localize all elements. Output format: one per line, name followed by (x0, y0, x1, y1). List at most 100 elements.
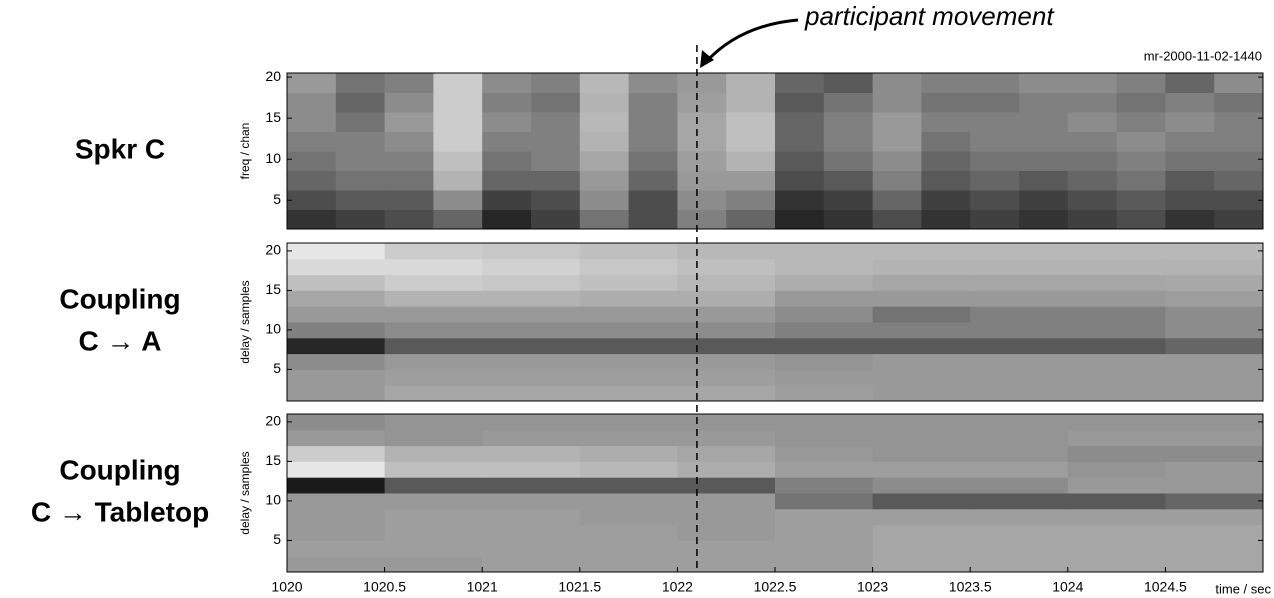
heat-cell (1067, 290, 1166, 307)
y-axis-label: freq / chan (238, 123, 252, 180)
heat-cell (531, 131, 581, 152)
heat-cell (970, 477, 1069, 494)
heat-cell (872, 461, 971, 478)
panel-title: C → Tabletop (31, 496, 209, 527)
heat-cell (872, 131, 922, 152)
heat-cell (482, 131, 532, 152)
heat-cell (1165, 170, 1215, 191)
heat-cell (384, 369, 483, 386)
heat-cell (921, 73, 971, 93)
heat-cell (482, 461, 581, 478)
heat-cell (384, 461, 483, 478)
heat-cell (335, 112, 386, 132)
heat-cell (872, 190, 922, 210)
heat-cell (1019, 131, 1069, 152)
heat-cell (1116, 112, 1166, 132)
heat-cell (433, 151, 483, 171)
heat-cell (872, 369, 971, 386)
heat-cell (1067, 73, 1118, 93)
heat-cell (1165, 322, 1264, 339)
heat-cell (775, 131, 825, 152)
heat-cell (384, 353, 483, 370)
heat-cell (1067, 131, 1118, 152)
heat-cell (628, 151, 678, 171)
heat-cell (1116, 73, 1166, 93)
x-axis-label: time / sec (1215, 581, 1271, 596)
heat-cell (921, 209, 971, 230)
heat-cell (872, 306, 971, 323)
heat-cell (970, 429, 1069, 447)
heat-cell (677, 306, 776, 323)
heat-cell (287, 151, 337, 171)
heat-cell (677, 556, 776, 573)
heat-cell (1165, 151, 1215, 171)
heat-cell (384, 524, 483, 541)
y-tick-label: 10 (265, 150, 281, 166)
heat-cell (1214, 131, 1264, 152)
heat-cell (482, 274, 581, 291)
heat-cell (531, 112, 581, 132)
heat-cell (775, 92, 825, 113)
heat-cell (970, 493, 1069, 510)
heat-cell (287, 131, 337, 152)
heat-cell (1165, 477, 1264, 494)
heat-cell (872, 92, 922, 113)
heat-cell (970, 353, 1069, 370)
heat-cell (579, 524, 678, 541)
heat-cell (384, 170, 434, 191)
heat-cell (970, 414, 1069, 431)
heat-cell (482, 540, 581, 557)
heat-cell (823, 112, 874, 132)
heat-cell (677, 445, 776, 462)
heat-cell (970, 337, 1069, 355)
heat-cell (872, 556, 971, 573)
heat-cell (579, 540, 678, 557)
panel-title: Coupling (59, 283, 180, 314)
heat-cell (287, 290, 386, 307)
heat-cell (872, 274, 971, 291)
x-tick-label: 1022.5 (754, 579, 797, 595)
y-axis-label: delay / samples (238, 451, 252, 534)
heat-cell (726, 112, 776, 132)
heat-cell (1165, 274, 1264, 291)
heat-cell (872, 540, 971, 557)
heat-cell (1067, 385, 1166, 402)
heat-cell (287, 524, 386, 541)
heat-cell (970, 209, 1020, 230)
heat-cell (287, 170, 337, 191)
heat-cell (775, 508, 874, 526)
heat-cell (482, 385, 581, 402)
heat-cell (287, 190, 337, 210)
heat-cell (287, 385, 386, 402)
heat-cell (970, 290, 1069, 307)
heat-cell (287, 258, 386, 276)
heat-cell (775, 274, 874, 291)
heat-cell (775, 151, 825, 171)
heat-cell (579, 306, 678, 323)
heat-cell (384, 209, 434, 230)
heat-cell (921, 112, 971, 132)
heat-cell (726, 73, 776, 93)
heat-cell (482, 190, 532, 210)
heat-cell (287, 414, 386, 431)
heat-cell (1165, 369, 1264, 386)
heat-cell (384, 73, 434, 93)
heat-cell (482, 556, 581, 573)
heat-cell (775, 385, 874, 402)
heat-cell (1067, 306, 1166, 323)
heat-cell (677, 258, 776, 276)
heat-cell (677, 73, 727, 93)
heat-cell (1214, 209, 1264, 230)
heat-cell (482, 92, 532, 113)
heat-cell (1165, 306, 1264, 323)
heat-cell (970, 306, 1069, 323)
heat-cell (628, 209, 678, 230)
heat-cell (1019, 170, 1069, 191)
heat-cell (872, 524, 971, 541)
heat-cell (384, 290, 483, 307)
heat-cell (1067, 243, 1166, 260)
heat-cell (872, 170, 922, 191)
heat-cell (579, 92, 630, 113)
heat-cell (1165, 92, 1215, 113)
